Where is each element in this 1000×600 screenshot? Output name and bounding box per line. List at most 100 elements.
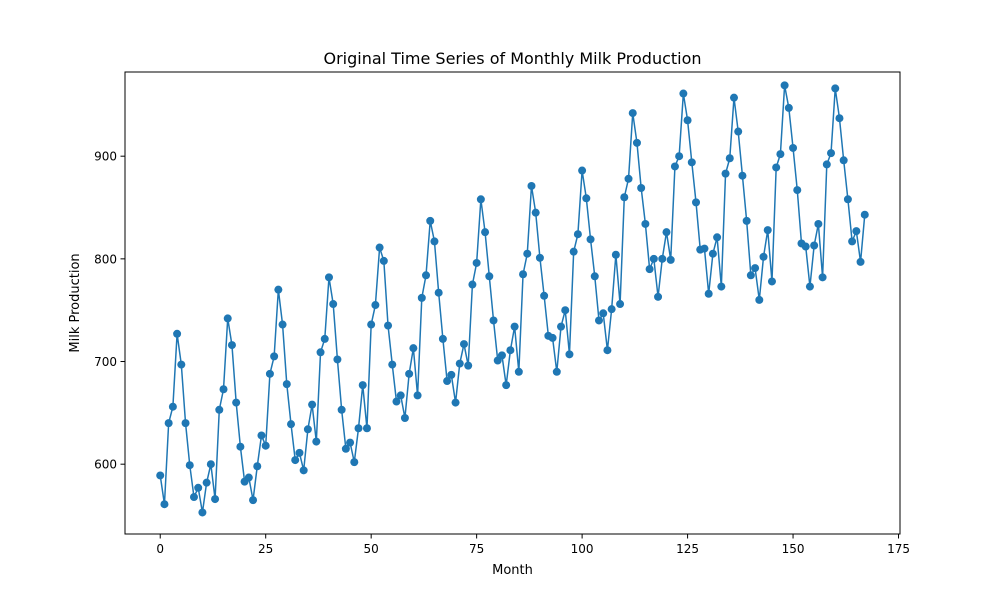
x-axis-label: Month — [492, 563, 533, 578]
chart-title: Original Time Series of Monthly Milk Pro… — [323, 49, 701, 68]
data-point — [244, 473, 253, 482]
data-point — [759, 252, 768, 261]
data-point — [860, 210, 869, 219]
x-tick-label: 75 — [469, 542, 484, 556]
data-point — [835, 114, 844, 123]
data-point — [708, 249, 717, 258]
data-point — [738, 171, 747, 180]
data-point — [198, 508, 207, 517]
data-point — [763, 226, 772, 235]
data-point — [202, 478, 211, 487]
data-point — [409, 344, 418, 353]
data-point — [628, 109, 637, 118]
data-point — [362, 424, 371, 433]
data-point — [717, 282, 726, 291]
data-point — [548, 333, 557, 342]
data-point — [354, 424, 363, 433]
data-point — [160, 500, 169, 509]
data-point — [780, 81, 789, 90]
data-point — [173, 329, 182, 338]
y-tick-label: 600 — [94, 458, 117, 472]
data-point — [658, 254, 667, 263]
data-point — [624, 174, 633, 183]
data-point — [299, 466, 308, 475]
data-point — [270, 352, 279, 361]
data-point — [194, 483, 203, 492]
data-point — [729, 93, 738, 102]
data-point — [755, 295, 764, 304]
data-point — [789, 143, 798, 152]
data-point — [485, 272, 494, 281]
data-point — [510, 322, 519, 331]
data-point — [683, 116, 692, 125]
y-tick-label: 700 — [94, 355, 117, 369]
data-point — [721, 169, 730, 178]
data-point — [827, 149, 836, 158]
y-tick-label: 800 — [94, 252, 117, 266]
y-axis-label: Milk Production — [68, 253, 83, 352]
data-point — [481, 228, 490, 237]
data-point — [447, 370, 456, 379]
data-point — [692, 198, 701, 207]
data-point — [308, 400, 317, 409]
data-point — [687, 158, 696, 167]
data-point — [430, 237, 439, 246]
data-point — [422, 271, 431, 280]
data-point — [725, 154, 734, 163]
data-point — [303, 425, 312, 434]
data-point — [654, 292, 663, 301]
data-point — [489, 316, 498, 325]
data-point — [839, 156, 848, 165]
y-tick-label: 900 — [94, 150, 117, 164]
data-point — [371, 301, 380, 310]
data-point — [700, 244, 709, 253]
data-point — [181, 419, 190, 428]
data-point — [776, 150, 785, 159]
data-point — [261, 441, 270, 450]
data-point — [814, 219, 823, 228]
data-point — [675, 152, 684, 161]
data-point — [455, 359, 464, 368]
data-point — [590, 272, 599, 281]
data-point — [405, 369, 414, 378]
data-point — [578, 166, 587, 175]
data-point — [464, 361, 473, 370]
data-point — [337, 405, 346, 414]
data-point — [287, 420, 296, 429]
data-point — [713, 233, 722, 242]
data-point — [552, 367, 561, 376]
data-point — [227, 341, 236, 350]
data-point — [164, 419, 173, 428]
data-point — [295, 448, 304, 457]
data-point — [645, 265, 654, 274]
data-point — [185, 461, 194, 470]
data-point — [451, 398, 460, 407]
x-tick-label: 125 — [676, 542, 699, 556]
data-point — [586, 235, 595, 244]
data-point — [350, 458, 359, 467]
data-point — [375, 243, 384, 252]
data-point — [388, 360, 397, 369]
x-tick-label: 25 — [258, 542, 273, 556]
plot-layer — [156, 81, 869, 517]
data-point — [168, 402, 177, 411]
data-point — [379, 256, 388, 265]
data-point — [219, 385, 228, 394]
data-point — [641, 219, 650, 228]
data-point — [611, 250, 620, 259]
data-point — [818, 273, 827, 282]
data-point — [519, 270, 528, 279]
data-point — [822, 160, 831, 169]
data-point — [265, 369, 274, 378]
data-point — [670, 162, 679, 171]
data-point — [278, 320, 287, 329]
data-point — [320, 334, 329, 343]
data-point — [772, 163, 781, 172]
data-point — [396, 391, 405, 400]
x-tick-label: 175 — [887, 542, 910, 556]
data-point — [177, 360, 186, 369]
plot-frame — [124, 71, 901, 535]
data-point — [582, 194, 591, 203]
data-point — [637, 184, 646, 193]
